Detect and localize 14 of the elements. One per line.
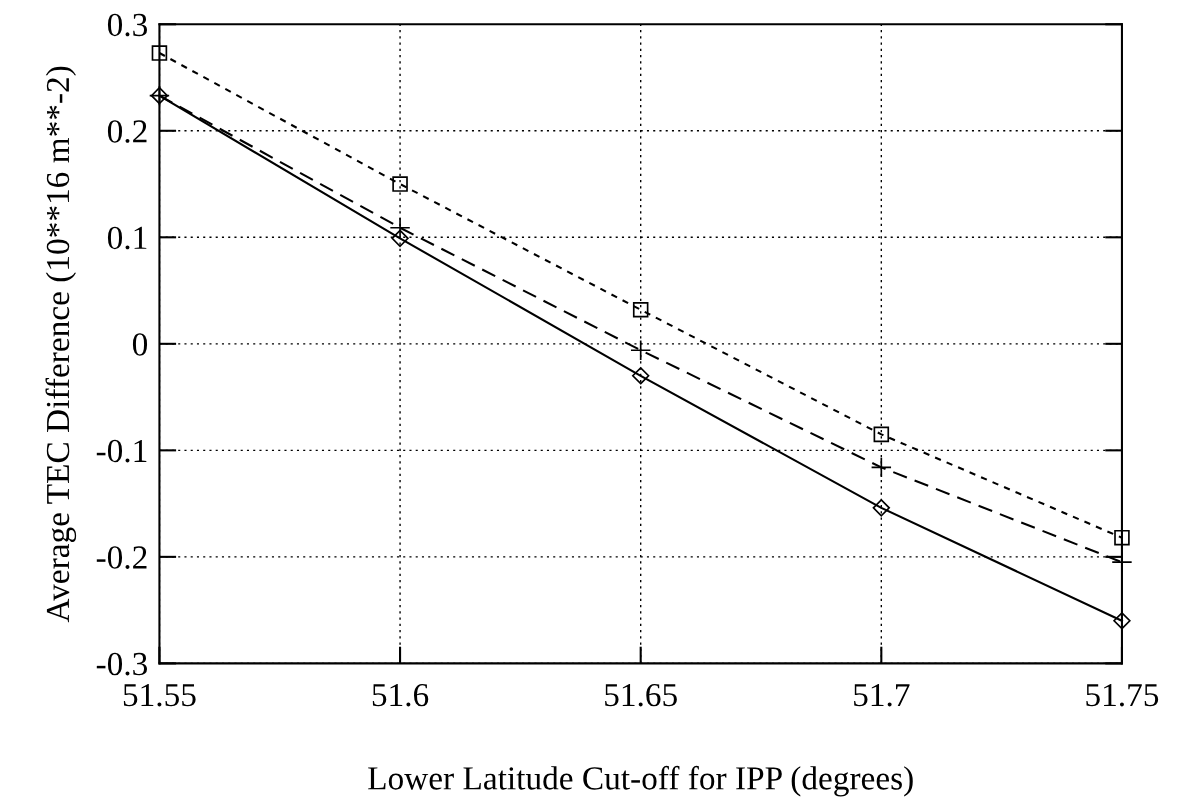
y-tick-label: 0.2 [107, 120, 147, 143]
y-tick-label: -0.1 [96, 439, 147, 463]
y-tick-label: -0.2 [96, 546, 147, 569]
x-axis-title: Lower Latitude Cut-off for IPP (degrees) [368, 765, 913, 797]
x-tick-label: 51.7 [854, 683, 910, 707]
x-tick-label: 51.75 [1086, 683, 1159, 707]
x-tick-label: 51.6 [372, 683, 429, 707]
y-tick-label: -0.3 [96, 652, 148, 676]
y-tick-label: 0.3 [107, 13, 148, 37]
x-tick-label: 51.55 [123, 683, 196, 707]
y-axis-title: Average TEC Difference (10**16 m**-2) [45, 66, 77, 623]
y-tick-label: 0 [132, 333, 148, 356]
y-tick-label: 0.1 [107, 226, 147, 250]
x-tick-label: 51.65 [605, 683, 677, 707]
